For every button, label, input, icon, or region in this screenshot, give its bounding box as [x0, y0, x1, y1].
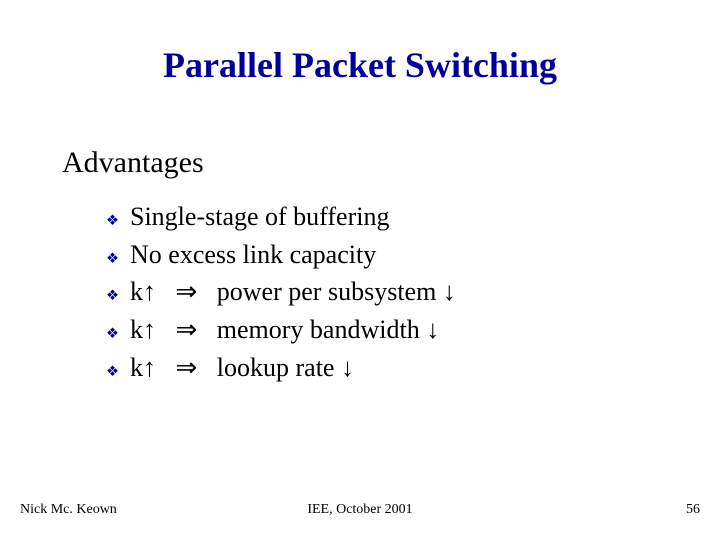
bullet-text: No excess link capacity — [130, 236, 376, 274]
diamond-bullet-icon: ❖ — [106, 286, 130, 307]
slide: Parallel Packet Switching Advantages ❖ S… — [0, 0, 720, 540]
list-item: ❖ No excess link capacity — [106, 236, 456, 274]
bullet-text: k↑ ⇒ power per subsystem ↓ — [130, 273, 456, 311]
title-text: Parallel Packet Switching — [163, 45, 557, 85]
diamond-bullet-icon: ❖ — [106, 249, 130, 270]
diamond-bullet-icon: ❖ — [106, 211, 130, 232]
subtitle-text: Advantages — [62, 146, 204, 179]
diamond-bullet-icon: ❖ — [106, 324, 130, 345]
slide-subtitle: Advantages — [62, 146, 204, 180]
bullet-text: k↑ ⇒ memory bandwidth ↓ — [130, 311, 439, 349]
diamond-bullet-icon: ❖ — [106, 362, 130, 383]
footer-venue: IEE, October 2001 — [0, 502, 720, 518]
slide-title: Parallel Packet Switching — [0, 44, 720, 86]
bullet-list: ❖ Single-stage of buffering ❖ No excess … — [106, 198, 456, 386]
list-item: ❖ k↑ ⇒ memory bandwidth ↓ — [106, 311, 456, 349]
list-item: ❖ k↑ ⇒ power per subsystem ↓ — [106, 273, 456, 311]
footer-page-number: 56 — [686, 502, 700, 518]
list-item: ❖ Single-stage of buffering — [106, 198, 456, 236]
bullet-text: Single-stage of buffering — [130, 198, 389, 236]
list-item: ❖ k↑ ⇒ lookup rate ↓ — [106, 349, 456, 387]
bullet-text: k↑ ⇒ lookup rate ↓ — [130, 349, 354, 387]
